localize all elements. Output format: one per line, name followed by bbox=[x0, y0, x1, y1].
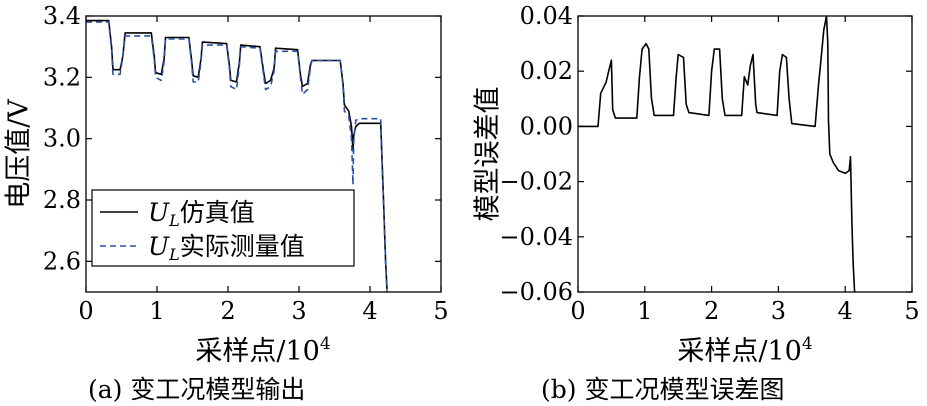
legend-name-a-1: 实际测量值 bbox=[180, 232, 305, 261]
y-tick-label-a-1: 2.8 bbox=[43, 186, 81, 214]
y-tick-label-a-2: 3.0 bbox=[43, 125, 81, 153]
y-axis-label-b: 模型误差值 bbox=[473, 87, 504, 222]
x-tick-label-a-3: 3 bbox=[291, 297, 306, 325]
x-axis-label-b: 采样点/104 bbox=[677, 334, 812, 367]
x-axis-label-a: 采样点/104 bbox=[195, 334, 330, 367]
y-tick-label-a-0: 2.6 bbox=[43, 247, 81, 275]
x-tick-label-b-4: 4 bbox=[838, 297, 853, 325]
x-tick-label-a-4: 4 bbox=[362, 297, 377, 325]
x-tick-label-b-1: 1 bbox=[637, 297, 652, 325]
series-line-a-1 bbox=[86, 21, 388, 292]
y-tick-label-b-2: −0.02 bbox=[499, 168, 573, 196]
voltage-chart: 0 1 2 3 4 52.62.83.03.23.4电压值/V采样点/104UL仿真值UL… bbox=[4, 2, 449, 367]
legend-symbol-a-0: U bbox=[148, 198, 170, 227]
y-tick-label-a-4: 3.4 bbox=[43, 2, 81, 30]
x-tick-label-b-2: 2 bbox=[704, 297, 719, 325]
y-tick-label-b-3: 0.00 bbox=[520, 112, 573, 140]
caption-model-error: (b) 变工况模型误差图 bbox=[541, 375, 785, 404]
legend-label-a-0: UL仿真值 bbox=[148, 198, 255, 230]
x-tick-label-b-3: 3 bbox=[771, 297, 786, 325]
x-axis-label-exponent-a: 4 bbox=[320, 334, 331, 354]
plot-frame-b bbox=[577, 15, 913, 293]
error-chart: 0 1 2 3 4 5−0.06−0.04−0.020.000.020.04模型误差值采样… bbox=[473, 2, 920, 367]
x-axis-label-text-a: 采样点/10 bbox=[195, 336, 319, 367]
x-axis-label-text-b: 采样点/10 bbox=[677, 336, 801, 367]
legend-box-a bbox=[91, 189, 355, 267]
y-axis-label-a: 电压值/V bbox=[4, 99, 35, 209]
plot-frame-a bbox=[85, 15, 442, 293]
panel-model-error: 0 1 2 3 4 5 −0.06 −0.04 −0.02 0.00 0.02 0.04 模型误差值 采样… bbox=[463, 0, 927, 405]
legend-name-a-0: 仿真值 bbox=[180, 198, 255, 227]
x-axis-label-exponent-b: 4 bbox=[802, 334, 813, 354]
y-tick-label-b-1: −0.04 bbox=[499, 223, 573, 251]
x-tick-label-a-1: 1 bbox=[149, 297, 164, 325]
legend-symbol-a-1: U bbox=[148, 232, 170, 261]
y-tick-label-b-5: 0.04 bbox=[520, 2, 573, 30]
x-tick-label-b-0: 0 bbox=[570, 297, 585, 325]
y-tick-label-b-4: 0.02 bbox=[520, 57, 573, 85]
series-line-b-0 bbox=[578, 16, 856, 292]
legend-label-a-1: UL实际测量值 bbox=[148, 232, 305, 264]
x-tick-label-a-2: 2 bbox=[220, 297, 235, 325]
y-tick-label-b-0: −0.06 bbox=[499, 278, 573, 306]
legend-subscript-a-0: L bbox=[168, 211, 180, 230]
x-tick-label-a-5: 5 bbox=[433, 297, 448, 325]
panel-voltage-output: 0 1 2 3 4 5 2.6 2.8 3.0 3.2 3.4 电压值/V 采样点/104 UL仿真值 UL… bbox=[0, 0, 463, 405]
y-tick-label-a-3: 3.2 bbox=[43, 63, 81, 91]
x-tick-label-b-5: 5 bbox=[904, 297, 919, 325]
x-tick-label-a-0: 0 bbox=[78, 297, 93, 325]
caption-voltage-output: (a) 变工况模型输出 bbox=[88, 375, 306, 404]
legend-subscript-a-1: L bbox=[168, 245, 180, 264]
